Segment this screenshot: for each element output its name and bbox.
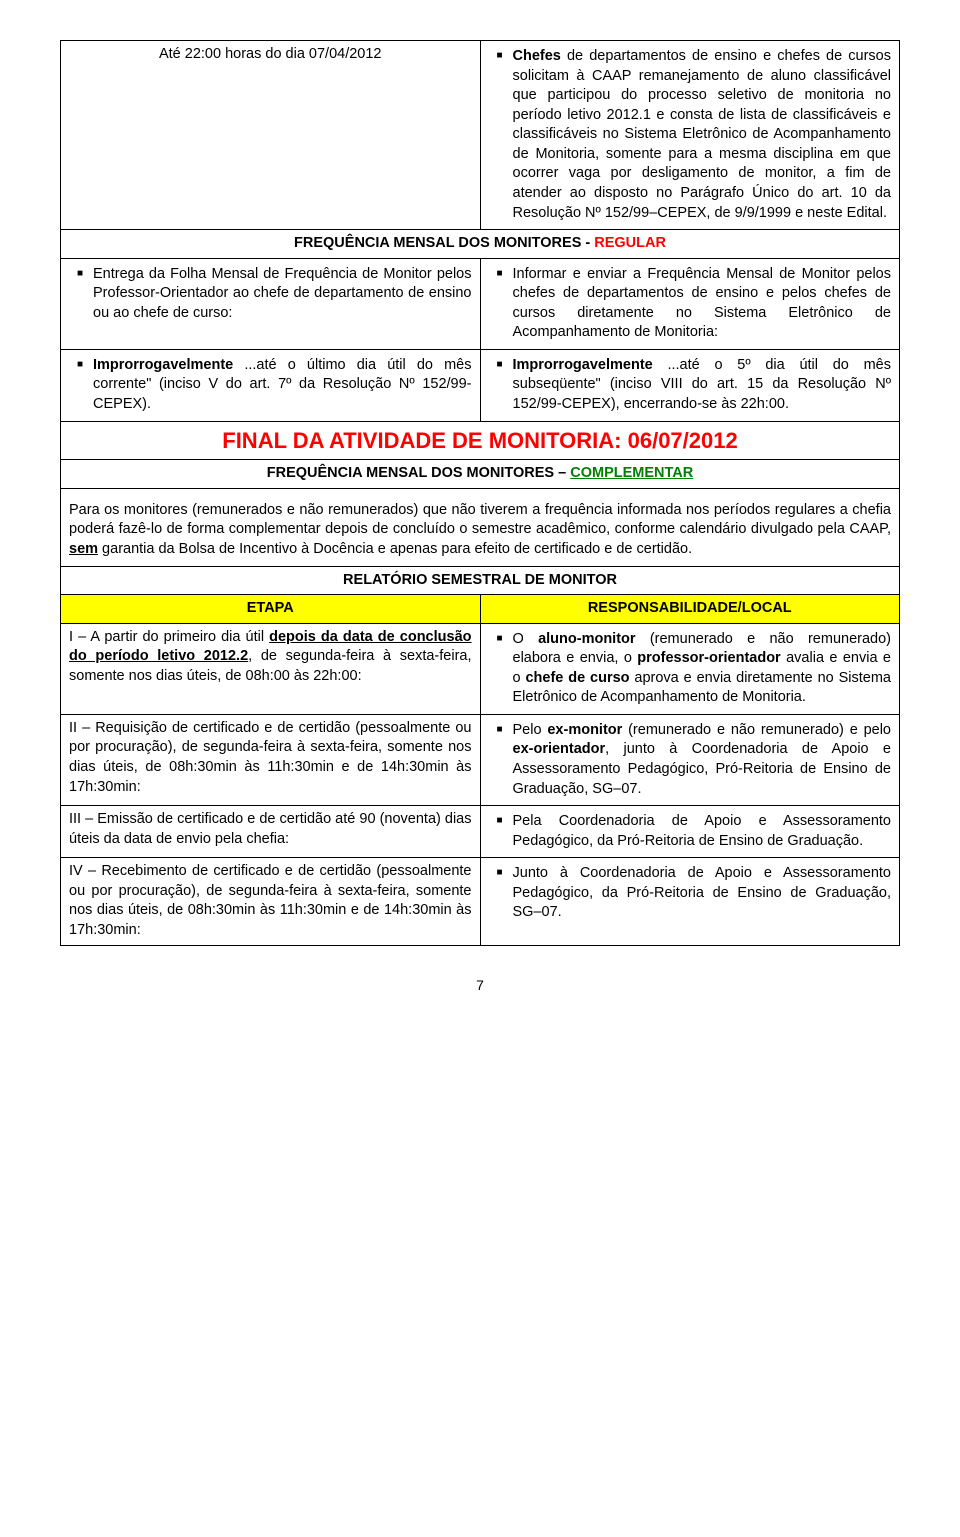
freq-regular-right: Informar e enviar a Frequência Mensal de… (480, 258, 900, 349)
r2-right-bold1: ex-monitor (547, 722, 622, 738)
freq-compl-title-a: FREQUÊNCIA MENSAL DOS MONITORES – (267, 465, 570, 481)
freq-compl-para: Para os monitores (remunerados e não rem… (61, 488, 900, 566)
freq-regular-title-b: REGULAR (594, 235, 666, 251)
r2-right-bold2: ex-orientador (513, 741, 606, 757)
row-improrrogavel: Improrrogavelmente ...até o último dia ú… (61, 349, 900, 421)
header-resp: RESPONSABILIDADE/LOCAL (480, 595, 900, 624)
deadline-right: Chefes de departamentos de ensino e chef… (480, 41, 900, 230)
header-etapa: ETAPA (61, 595, 481, 624)
freq-regular-left: Entrega da Folha Mensal de Frequência de… (61, 258, 481, 349)
row-i-left: I – A partir do primeiro dia útil depois… (61, 623, 481, 714)
chefes-bold: Chefes (513, 48, 561, 64)
r2-right-b: (remunerado e não remunerado) e pelo (622, 722, 891, 738)
freq-regular-title: FREQUÊNCIA MENSAL DOS MONITORES - REGULA… (61, 230, 900, 259)
row-iii: III – Emissão de certificado e de certid… (61, 806, 900, 858)
row-headers: ETAPA RESPONSABILIDADE/LOCAL (61, 595, 900, 624)
row-final: FINAL DA ATIVIDADE DE MONITORIA: 06/07/2… (61, 421, 900, 460)
row-deadline: Até 22:00 horas do dia 07/04/2012 Chefes… (61, 41, 900, 230)
row-freq-regular-body: Entrega da Folha Mensal de Frequência de… (61, 258, 900, 349)
freq-compl-para-sem: sem (69, 541, 98, 557)
deadline-right-text: de departamentos de ensino e chefes de c… (513, 48, 892, 221)
r1-right-a: O (513, 631, 539, 647)
document-table: Até 22:00 horas do dia 07/04/2012 Chefes… (60, 40, 900, 946)
row-iii-right: Pela Coordenadoria de Apoio e Assessoram… (480, 806, 900, 858)
row-ii-left: II – Requisição de certificado e de cert… (61, 714, 481, 805)
r4-right: Junto à Coordenadoria de Apoio e Assesso… (497, 864, 892, 923)
freq-compl-title-b: COMPLEMENTAR (570, 465, 693, 481)
impr-left: Improrrogavelmente ...até o último dia ú… (61, 349, 481, 421)
freq-regular-right-text: Informar e enviar a Frequência Mensal de… (497, 265, 892, 343)
r1-right-bold1: aluno-monitor (538, 631, 635, 647)
r1-right-bold3: chefe de curso (525, 670, 629, 686)
r3-right: Pela Coordenadoria de Apoio e Assessoram… (497, 812, 892, 851)
row-iv-left: IV – Recebimento de certificado e de cer… (61, 858, 481, 945)
row-i: I – A partir do primeiro dia útil depois… (61, 623, 900, 714)
row-iv: IV – Recebimento de certificado e de cer… (61, 858, 900, 945)
row-iii-left: III – Emissão de certificado e de certid… (61, 806, 481, 858)
r2-right-a: Pelo (513, 722, 548, 738)
page-number: 7 (60, 976, 900, 995)
row-freq-compl-title: FREQUÊNCIA MENSAL DOS MONITORES – COMPLE… (61, 460, 900, 489)
row-i-right: O aluno-monitor (remunerado e não remune… (480, 623, 900, 714)
row-ii: II – Requisição de certificado e de cert… (61, 714, 900, 805)
r1-right-bold2: professor-orientador (637, 650, 780, 666)
impr-left-bold: Improrrogavelmente (93, 357, 233, 373)
impr-right-bold: Improrrogavelmente (513, 357, 653, 373)
r1-left-a: I – A partir do primeiro dia útil (69, 629, 269, 645)
row-ii-right: Pelo ex-monitor (remunerado e não remune… (480, 714, 900, 805)
freq-compl-para-a: Para os monitores (remunerados e não rem… (69, 502, 891, 538)
relatorio-title: RELATÓRIO SEMESTRAL DE MONITOR (61, 566, 900, 595)
freq-compl-para-b: garantia da Bolsa de Incentivo à Docênci… (98, 541, 692, 557)
freq-regular-left-text: Entrega da Folha Mensal de Frequência de… (77, 265, 472, 324)
row-freq-compl-body: Para os monitores (remunerados e não rem… (61, 488, 900, 566)
deadline-left: Até 22:00 horas do dia 07/04/2012 (61, 41, 481, 230)
freq-regular-title-a: FREQUÊNCIA MENSAL DOS MONITORES - (294, 235, 594, 251)
final-title: FINAL DA ATIVIDADE DE MONITORIA: 06/07/2… (61, 421, 900, 460)
impr-right: Improrrogavelmente ...até o 5º dia útil … (480, 349, 900, 421)
row-relatorio-title: RELATÓRIO SEMESTRAL DE MONITOR (61, 566, 900, 595)
row-iv-right: Junto à Coordenadoria de Apoio e Assesso… (480, 858, 900, 945)
row-freq-regular-title: FREQUÊNCIA MENSAL DOS MONITORES - REGULA… (61, 230, 900, 259)
freq-compl-title: FREQUÊNCIA MENSAL DOS MONITORES – COMPLE… (61, 460, 900, 489)
